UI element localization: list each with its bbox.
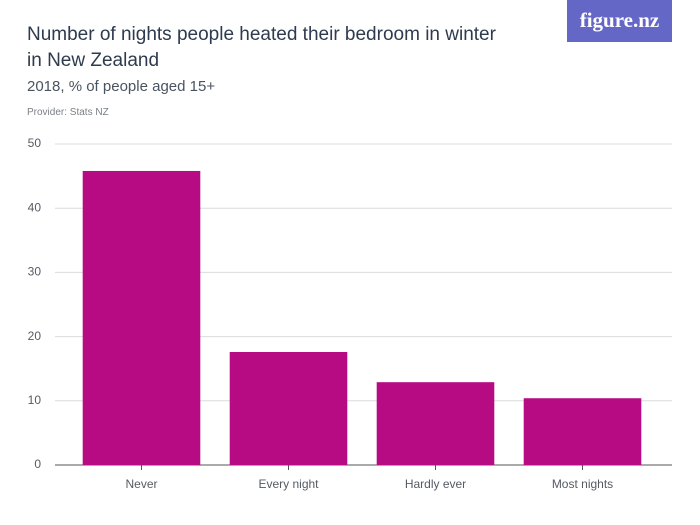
- y-tick-label: 0: [34, 457, 41, 471]
- y-tick-label: 20: [28, 329, 42, 343]
- provider: Provider: Stats NZ: [27, 107, 109, 118]
- bar: [523, 398, 642, 465]
- chart-subtitle: 2018, % of people aged 15+: [27, 78, 216, 95]
- bar: [376, 382, 495, 465]
- chart-title: Number of nights people heated their bed…: [27, 24, 496, 71]
- y-tick-label: 50: [28, 136, 42, 150]
- x-tick-label: Every night: [258, 477, 319, 491]
- y-tick-label: 40: [28, 200, 42, 214]
- bar: [229, 352, 348, 465]
- logo[interactable]: figure.nz: [567, 0, 672, 42]
- y-tick-label: 10: [28, 393, 42, 407]
- y-tick-label: 30: [28, 265, 42, 279]
- x-tick-label: Most nights: [552, 477, 613, 491]
- x-tick-label: Hardly ever: [405, 477, 466, 491]
- x-tick-label: Never: [125, 477, 157, 491]
- bar: [82, 170, 201, 466]
